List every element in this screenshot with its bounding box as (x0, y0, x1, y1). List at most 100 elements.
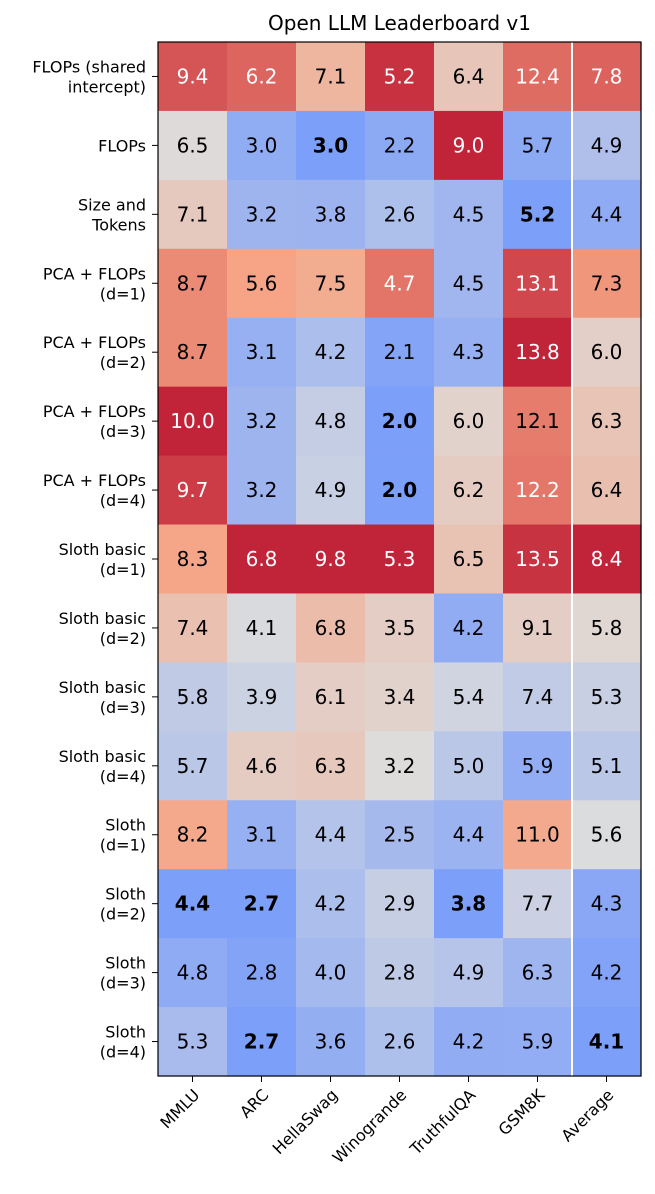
heatmap-cell (572, 593, 642, 663)
heatmap-cell (503, 1007, 573, 1077)
cell-value: 7.4 (177, 616, 209, 640)
cell-value: 5.6 (591, 823, 623, 847)
heatmap-cell (434, 42, 504, 112)
heatmap-cell (158, 524, 228, 595)
heatmap-cell (365, 455, 435, 526)
cell-value: 5.7 (177, 754, 209, 778)
heatmap-cell (227, 386, 297, 457)
heatmap-cell (572, 110, 642, 181)
heatmap-cell (434, 869, 504, 939)
cell-value: 6.8 (246, 547, 278, 571)
cell-value: 5.3 (591, 685, 623, 709)
row-label: Sloth (d=2) (100, 885, 146, 924)
cell-value: 4.9 (591, 133, 623, 157)
cell-value: 4.2 (315, 340, 347, 364)
heatmap-cell (227, 524, 297, 595)
heatmap-cell (296, 800, 366, 870)
cell-value: 5.8 (591, 616, 623, 640)
heatmap-cell (227, 179, 297, 250)
cell-value: 3.2 (246, 478, 278, 502)
cell-value: 4.4 (453, 823, 485, 847)
cell-value: 5.4 (453, 685, 485, 709)
heatmap-cell (227, 248, 297, 319)
heatmap-cell (572, 662, 642, 732)
heatmap-cell (434, 524, 504, 595)
cell-value: 5.3 (384, 547, 416, 571)
cell-value: 8.4 (591, 547, 623, 571)
cell-value: 5.9 (522, 754, 554, 778)
heatmap-cell (227, 800, 297, 870)
cell-value: 12.2 (515, 478, 560, 502)
heatmap-cell (572, 42, 642, 112)
cell-value: 4.4 (591, 202, 623, 226)
cell-value: 3.0 (313, 133, 348, 157)
heatmap-cell (503, 179, 573, 250)
cell-value: 6.4 (453, 64, 485, 88)
row-label: PCA + FLOPs (d=3) (43, 402, 146, 441)
heatmap-cell (227, 317, 297, 388)
cell-value: 3.1 (246, 340, 278, 364)
heatmap-cell (365, 386, 435, 457)
cell-value: 2.1 (384, 340, 416, 364)
heatmap-cell (365, 869, 435, 939)
cell-value: 5.1 (591, 754, 623, 778)
heatmap-cell (503, 731, 573, 801)
cell-value: 13.8 (515, 340, 560, 364)
heatmap-cell (503, 800, 573, 870)
heatmap-cell (434, 317, 504, 388)
cell-value: 9.4 (177, 64, 209, 88)
heatmap-cell (227, 731, 297, 801)
row-label: Sloth (d=3) (100, 954, 146, 993)
heatmap-cell (572, 386, 642, 457)
heatmap-cell (572, 524, 642, 595)
heatmap-cell (365, 524, 435, 595)
heatmap-cell (158, 42, 228, 112)
cell-value: 3.6 (315, 1030, 347, 1054)
column-label: HellaSwag (269, 1085, 342, 1158)
cell-value: 6.2 (246, 64, 278, 88)
heatmap-cell (434, 455, 504, 526)
cell-value: 3.0 (246, 133, 278, 157)
cell-value: 7.7 (522, 892, 554, 916)
heatmap-cell (365, 593, 435, 663)
cell-value: 4.9 (453, 961, 485, 985)
heatmap-cell (572, 248, 642, 319)
cell-value: 6.3 (315, 754, 347, 778)
cell-value: 6.4 (591, 478, 623, 502)
cell-value: 5.2 (520, 202, 555, 226)
heatmap-cell (365, 42, 435, 112)
cell-value: 3.5 (384, 616, 416, 640)
heatmap-cell (365, 662, 435, 732)
heatmap-cell (572, 731, 642, 801)
heatmap-cell (434, 800, 504, 870)
cell-value: 5.8 (177, 685, 209, 709)
heatmap-cell (365, 800, 435, 870)
column-label: MMLU (156, 1085, 203, 1132)
cell-value: 4.8 (315, 409, 347, 433)
row-label: PCA + FLOPs (d=4) (43, 471, 146, 510)
cell-value: 13.5 (515, 547, 560, 571)
heatmap-cell (158, 662, 228, 732)
heatmap-cell (503, 386, 573, 457)
cell-value: 4.3 (591, 892, 623, 916)
heatmap-cell (296, 42, 366, 112)
heatmap-cell (365, 938, 435, 1008)
heatmap-cell (296, 110, 366, 181)
heatmap-cell (227, 455, 297, 526)
heatmap-cell (572, 869, 642, 939)
column-label: TruthfulQA (406, 1085, 480, 1159)
cell-value: 4.9 (315, 478, 347, 502)
cell-value: 2.5 (384, 823, 416, 847)
cell-value: 4.7 (384, 271, 416, 295)
row-label: PCA + FLOPs (d=2) (43, 333, 146, 372)
heatmap-cell (365, 248, 435, 319)
cell-value: 9.1 (522, 616, 554, 640)
heatmap-cell (503, 938, 573, 1008)
cell-value: 2.7 (244, 892, 279, 916)
cell-value: 5.6 (246, 271, 278, 295)
cell-value: 4.4 (315, 823, 347, 847)
heatmap-cell (434, 593, 504, 663)
cell-value: 5.0 (453, 754, 485, 778)
chart-title: Open LLM Leaderboard v1 (268, 11, 531, 35)
cell-value: 4.1 (246, 616, 278, 640)
